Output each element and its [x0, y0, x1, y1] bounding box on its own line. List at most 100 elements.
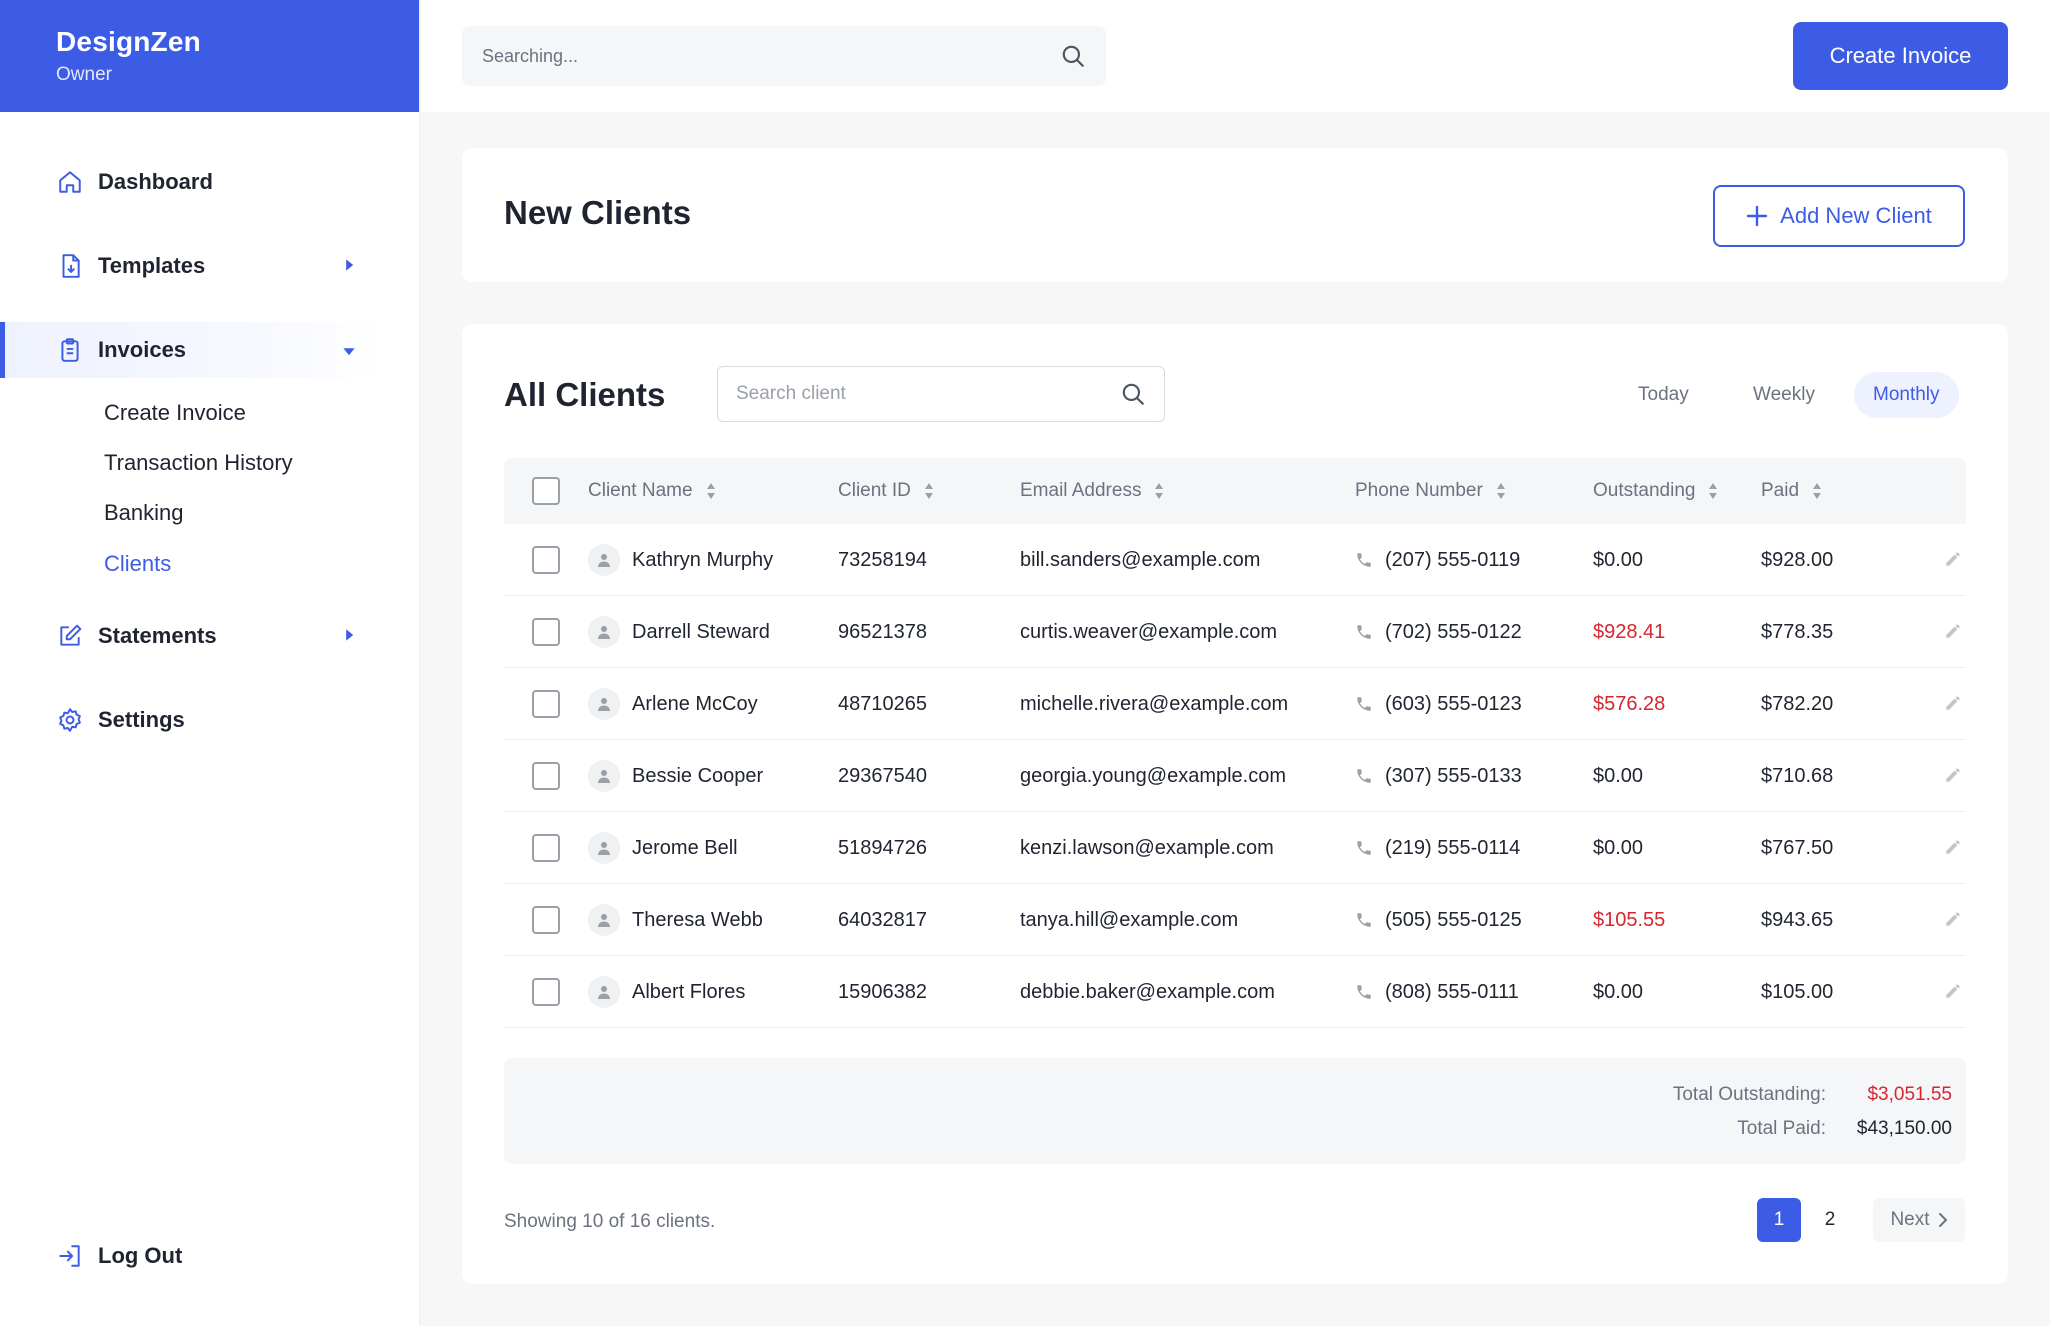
logout-icon	[56, 1242, 84, 1270]
client-email: curtis.weaver@example.com	[1020, 620, 1278, 643]
row-checkbox[interactable]	[532, 834, 560, 862]
client-outstanding: $0.00	[1593, 548, 1644, 571]
phone-icon	[1355, 695, 1373, 713]
table-row[interactable]: Kathryn Murphy 73258194 bill.sanders@exa…	[504, 524, 1966, 596]
total-outstanding-value: $3,051.55	[1867, 1084, 1952, 1105]
brand-header: DesignZen Owner	[0, 0, 419, 112]
client-name: Albert Flores	[632, 980, 746, 1003]
row-checkbox[interactable]	[532, 546, 560, 574]
client-phone: (307) 555-0133	[1355, 740, 1522, 812]
table-row[interactable]: Darrell Steward 96521378 curtis.weaver@e…	[504, 596, 1966, 668]
column-header-email[interactable]: Email Address	[1020, 458, 1165, 524]
table-row[interactable]: Albert Flores 15906382 debbie.baker@exam…	[504, 956, 1966, 1028]
client-id: 29367540	[838, 764, 927, 787]
client-outstanding: $0.00	[1593, 980, 1644, 1003]
phone-number: (702) 555-0122	[1385, 620, 1522, 643]
column-header-client-name[interactable]: Client Name	[588, 458, 717, 524]
home-icon	[56, 168, 84, 196]
brand-role: Owner	[56, 64, 112, 85]
sidebar-item-invoices[interactable]: Invoices	[0, 322, 380, 378]
column-header-phone[interactable]: Phone Number	[1355, 458, 1507, 524]
search-icon[interactable]	[1120, 381, 1146, 407]
sort-icon	[1707, 481, 1719, 501]
page-button-1[interactable]: 1	[1757, 1198, 1801, 1242]
sidebar-item-label: Templates	[98, 253, 206, 278]
edit-square-icon	[56, 622, 84, 650]
sidebar-subitem-clients[interactable]: Clients	[104, 551, 172, 576]
sidebar-subitem-banking[interactable]: Banking	[104, 500, 184, 525]
phone-icon	[1355, 983, 1373, 1001]
phone-number: (207) 555-0119	[1385, 548, 1521, 571]
client-paid: $710.68	[1761, 764, 1834, 787]
document-download-icon	[56, 252, 84, 280]
period-monthly[interactable]: Monthly	[1854, 372, 1959, 418]
sidebar-item-settings[interactable]: Settings	[0, 692, 380, 748]
logout-button[interactable]: Log Out	[0, 1228, 380, 1284]
period-today[interactable]: Today	[1638, 384, 1689, 405]
pencil-icon[interactable]	[1944, 838, 1962, 856]
all-clients-title: All Clients	[504, 376, 666, 413]
table-row[interactable]: Theresa Webb 64032817 tanya.hill@example…	[504, 884, 1966, 956]
table-row[interactable]: Jerome Bell 51894726 kenzi.lawson@exampl…	[504, 812, 1966, 884]
gear-icon	[56, 706, 84, 734]
sidebar-item-label: Dashboard	[98, 169, 213, 194]
sidebar-subitem-create-invoice[interactable]: Create Invoice	[104, 400, 246, 425]
column-header-paid[interactable]: Paid	[1761, 458, 1823, 524]
pencil-icon[interactable]	[1944, 622, 1962, 640]
logout-label: Log Out	[98, 1243, 183, 1268]
client-outstanding: $105.55	[1593, 908, 1666, 931]
column-label: Client Name	[588, 480, 693, 501]
client-phone: (219) 555-0114	[1355, 812, 1520, 884]
row-checkbox[interactable]	[532, 906, 560, 934]
column-header-outstanding[interactable]: Outstanding	[1593, 458, 1719, 524]
client-id: 48710265	[838, 692, 927, 715]
client-paid: $778.35	[1761, 620, 1834, 643]
client-name: Kathryn Murphy	[632, 548, 774, 571]
client-paid: $782.20	[1761, 692, 1834, 715]
sidebar-item-label: Statements	[98, 623, 217, 648]
avatar	[588, 688, 620, 720]
caret-right-icon	[342, 628, 356, 642]
next-page-button[interactable]: Next	[1873, 1198, 1965, 1242]
caret-right-icon	[342, 258, 356, 272]
pencil-icon[interactable]	[1944, 766, 1962, 784]
row-checkbox[interactable]	[532, 618, 560, 646]
client-search	[717, 366, 1165, 422]
row-checkbox[interactable]	[532, 978, 560, 1006]
create-invoice-button[interactable]: Create Invoice	[1793, 22, 2008, 90]
sidebar-item-label: Invoices	[98, 337, 187, 362]
search-icon[interactable]	[1060, 43, 1086, 69]
avatar	[588, 832, 620, 864]
column-label: Email Address	[1020, 480, 1142, 501]
chevron-right-icon	[1938, 1212, 1948, 1228]
table-row[interactable]: Bessie Cooper 29367540 georgia.young@exa…	[504, 740, 1966, 812]
pencil-icon[interactable]	[1944, 694, 1962, 712]
phone-number: (505) 555-0125	[1385, 908, 1522, 931]
client-id: 73258194	[838, 548, 927, 571]
sidebar-item-statements[interactable]: Statements	[0, 608, 380, 664]
sort-icon	[1811, 481, 1823, 501]
pencil-icon[interactable]	[1944, 982, 1962, 1000]
table-row[interactable]: Arlene McCoy 48710265 michelle.rivera@ex…	[504, 668, 1966, 740]
row-checkbox[interactable]	[532, 762, 560, 790]
client-paid: $943.65	[1761, 908, 1834, 931]
new-clients-title: New Clients	[504, 194, 692, 231]
phone-icon	[1355, 551, 1373, 569]
sidebar-item-dashboard[interactable]: Dashboard	[0, 154, 380, 210]
client-search-input[interactable]	[736, 383, 1120, 405]
global-search-input[interactable]	[482, 45, 1060, 67]
client-email: georgia.young@example.com	[1020, 764, 1287, 787]
pencil-icon[interactable]	[1944, 550, 1962, 568]
page-button-2[interactable]: 2	[1808, 1198, 1852, 1242]
pencil-icon[interactable]	[1944, 910, 1962, 928]
sidebar-item-templates[interactable]: Templates	[0, 238, 380, 294]
client-id: 96521378	[838, 620, 927, 643]
add-new-client-button[interactable]: Add New Client	[1713, 185, 1965, 247]
period-weekly[interactable]: Weekly	[1753, 384, 1815, 405]
row-checkbox[interactable]	[532, 690, 560, 718]
select-all-checkbox[interactable]	[532, 477, 560, 505]
sidebar-subitem-transaction-history[interactable]: Transaction History	[104, 450, 293, 475]
client-paid: $767.50	[1761, 836, 1834, 859]
next-label: Next	[1890, 1209, 1930, 1230]
column-header-client-id[interactable]: Client ID	[838, 458, 935, 524]
